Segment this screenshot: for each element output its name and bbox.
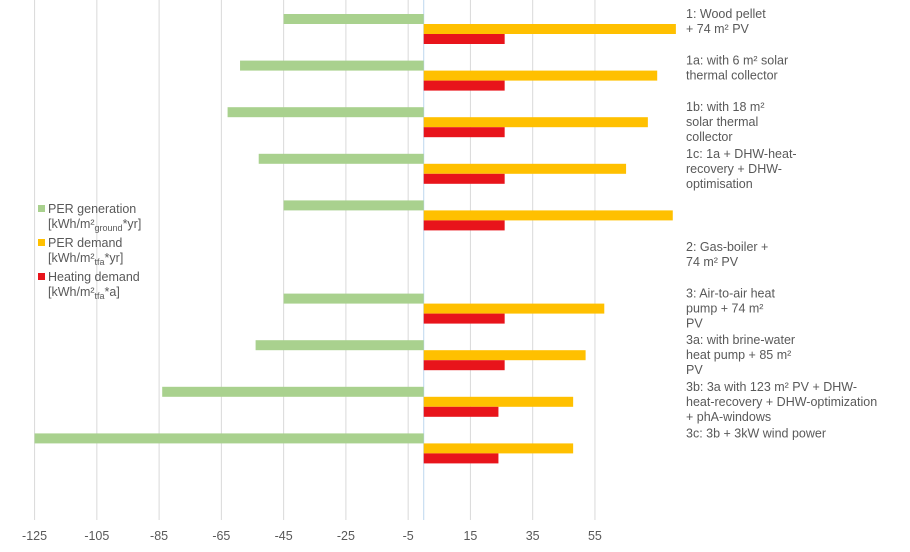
category-label: PV: [686, 363, 703, 377]
legend-swatch: [38, 205, 45, 212]
category-label: + 74 m² PV: [686, 22, 750, 36]
category-label: 74 m² PV: [686, 255, 739, 269]
bar: [423, 313, 505, 324]
category-label: 1: Wood pellet: [686, 7, 766, 21]
category-label: solar thermal: [686, 115, 758, 129]
x-tick-label: -25: [337, 529, 355, 543]
category-label: recovery + DHW-: [686, 162, 782, 176]
category-label: 1b: with 18 m²: [686, 100, 765, 114]
bar: [258, 153, 424, 164]
legend-unit-part: [kWh/m²: [48, 251, 95, 265]
legend-unit: [kWh/m²ground*yr]: [48, 217, 141, 233]
category-label: collector: [686, 130, 733, 144]
legend-unit-part: tfa: [95, 291, 105, 301]
x-tick-label: -45: [275, 529, 293, 543]
bar: [423, 210, 673, 221]
category-label: 2: Gas-boiler +: [686, 240, 768, 254]
legend-unit-part: ground: [95, 223, 123, 233]
x-tick-label: -125: [22, 529, 47, 543]
legend-unit: [kWh/m²tfa*yr]: [48, 251, 123, 267]
bar: [423, 350, 586, 361]
bar: [255, 340, 424, 351]
legend-label: PER generation: [48, 202, 136, 216]
category-label: optimisation: [686, 177, 753, 191]
bar: [423, 127, 505, 138]
category-label: 3b: 3a with 123 m² PV + DHW-: [686, 380, 857, 394]
legend-swatch: [38, 273, 45, 280]
legend-unit-part: [kWh/m²: [48, 217, 95, 231]
bar: [423, 117, 648, 128]
legend-label: Heating demand: [48, 270, 140, 284]
x-tick-label: -105: [84, 529, 109, 543]
bar: [423, 303, 605, 314]
bar: [227, 107, 424, 118]
legend-unit: [kWh/m²tfa*a]: [48, 285, 120, 301]
legend-unit-part: *yr]: [123, 217, 142, 231]
category-label: 3c: 3b + 3kW wind power: [686, 426, 826, 440]
legend-label: PER demand: [48, 236, 122, 250]
bar: [423, 443, 574, 454]
x-tick-label: 35: [526, 529, 540, 543]
legend-unit-part: *yr]: [105, 251, 124, 265]
bar: [34, 433, 424, 444]
bar: [423, 80, 505, 91]
bar: [423, 34, 505, 44]
category-label: 3a: with brine-water: [686, 333, 795, 347]
bar: [283, 200, 424, 211]
bar: [283, 14, 424, 24]
x-tick-label: 15: [463, 529, 477, 543]
x-tick-label: -65: [212, 529, 230, 543]
category-label: pump + 74 m²: [686, 302, 763, 316]
bar: [423, 70, 658, 81]
category-label: heat pump + 85 m²: [686, 348, 791, 362]
x-tick-label: -85: [150, 529, 168, 543]
bar: [423, 396, 574, 407]
category-label: 1c: 1a + DHW-heat-: [686, 147, 797, 161]
bar: [240, 60, 424, 71]
category-label: + phA-windows: [686, 410, 771, 424]
bar: [423, 406, 499, 417]
bar: [423, 220, 505, 231]
x-tick-label: -5: [403, 529, 414, 543]
category-label: 1a: with 6 m² solar: [686, 54, 788, 68]
category-label: heat-recovery + DHW-optimization: [686, 395, 877, 409]
bar: [423, 24, 676, 34]
legend-unit-part: tfa: [95, 257, 105, 267]
legend-swatch: [38, 239, 45, 246]
bar: [423, 173, 505, 184]
bar: [283, 293, 424, 304]
legend-unit-part: *a]: [105, 285, 120, 299]
category-label: thermal collector: [686, 69, 778, 83]
category-label: 3: Air-to-air heat: [686, 287, 775, 301]
bar: [423, 453, 499, 464]
legend-unit-part: [kWh/m²: [48, 285, 95, 299]
bar: [423, 360, 505, 371]
bar: [162, 386, 424, 397]
category-label: PV: [686, 317, 703, 331]
x-tick-label: 55: [588, 529, 602, 543]
bar: [423, 163, 627, 174]
